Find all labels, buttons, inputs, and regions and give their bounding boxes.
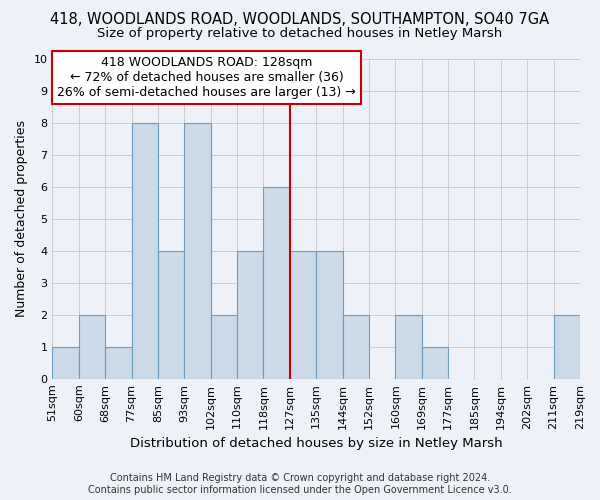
Bar: [131, 123, 158, 379]
Bar: [263, 187, 290, 379]
Text: 418 WOODLANDS ROAD: 128sqm
← 72% of detached houses are smaller (36)
26% of semi: 418 WOODLANDS ROAD: 128sqm ← 72% of deta…: [58, 56, 356, 99]
Text: 418, WOODLANDS ROAD, WOODLANDS, SOUTHAMPTON, SO40 7GA: 418, WOODLANDS ROAD, WOODLANDS, SOUTHAMP…: [50, 12, 550, 28]
Bar: [79, 315, 105, 379]
Bar: [52, 347, 79, 379]
Bar: [316, 251, 343, 379]
Bar: [290, 251, 316, 379]
Bar: [105, 347, 131, 379]
Bar: [554, 315, 580, 379]
X-axis label: Distribution of detached houses by size in Netley Marsh: Distribution of detached houses by size …: [130, 437, 503, 450]
Bar: [237, 251, 263, 379]
Y-axis label: Number of detached properties: Number of detached properties: [15, 120, 28, 318]
Bar: [211, 315, 237, 379]
Bar: [343, 315, 369, 379]
Bar: [422, 347, 448, 379]
Text: Size of property relative to detached houses in Netley Marsh: Size of property relative to detached ho…: [97, 28, 503, 40]
Bar: [158, 251, 184, 379]
Text: Contains HM Land Registry data © Crown copyright and database right 2024.
Contai: Contains HM Land Registry data © Crown c…: [88, 474, 512, 495]
Bar: [184, 123, 211, 379]
Bar: [395, 315, 422, 379]
